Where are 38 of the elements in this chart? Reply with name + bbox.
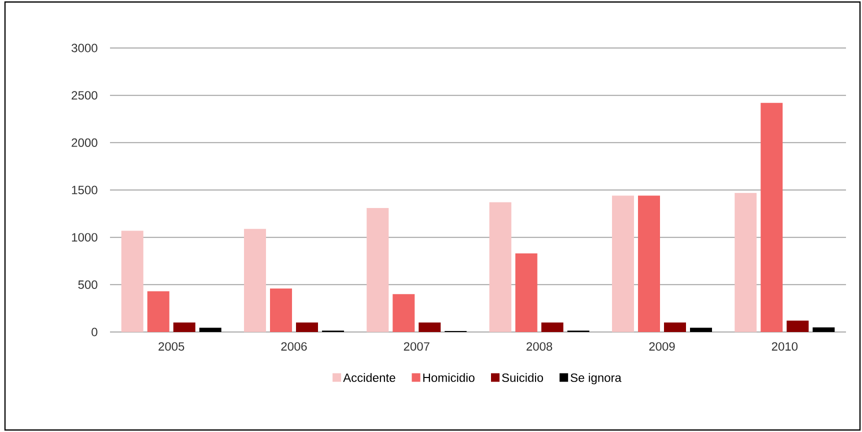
bar — [638, 196, 660, 332]
legend-label: Homicidio — [423, 373, 474, 382]
bar — [366, 208, 389, 332]
bar — [812, 327, 835, 332]
y-tick-label: 0 — [92, 328, 98, 336]
bar — [489, 202, 512, 332]
x-tick-label: 2008 — [526, 342, 552, 351]
legend-label: Suicidio — [502, 373, 544, 382]
bar — [270, 288, 292, 332]
x-tick-label: 2007 — [404, 342, 430, 351]
bar — [760, 102, 783, 332]
x-tick-label: 2009 — [649, 342, 675, 351]
y-tick-label: 1500 — [72, 186, 98, 194]
y-tick-label: 2000 — [72, 138, 98, 147]
bar — [515, 253, 538, 332]
bar — [418, 322, 441, 332]
y-tick-label: 3000 — [72, 44, 98, 52]
bar — [664, 322, 686, 332]
bar — [173, 322, 196, 332]
bar — [786, 320, 809, 332]
bar — [392, 294, 415, 332]
bar — [612, 196, 634, 332]
bar — [296, 322, 318, 332]
x-tick-label: 2010 — [772, 342, 798, 351]
bar — [199, 328, 222, 332]
y-tick-label: 2500 — [72, 91, 98, 100]
x-tick-label: 2005 — [158, 342, 184, 351]
bar — [244, 228, 266, 332]
y-tick-label: 1000 — [72, 233, 98, 242]
legend-label: Se ignora — [570, 373, 622, 384]
bar — [734, 192, 757, 332]
x-tick-label: 2006 — [281, 342, 307, 351]
bar — [121, 230, 144, 332]
y-tick-label: 500 — [78, 280, 98, 289]
bar — [541, 322, 564, 332]
bar — [147, 291, 170, 332]
legend-label: Accidente — [343, 373, 396, 382]
bar — [690, 328, 712, 332]
